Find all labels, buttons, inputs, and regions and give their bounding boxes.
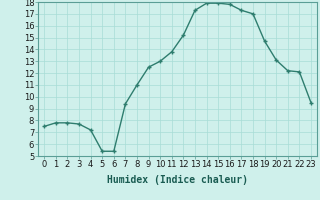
X-axis label: Humidex (Indice chaleur): Humidex (Indice chaleur) bbox=[107, 175, 248, 185]
